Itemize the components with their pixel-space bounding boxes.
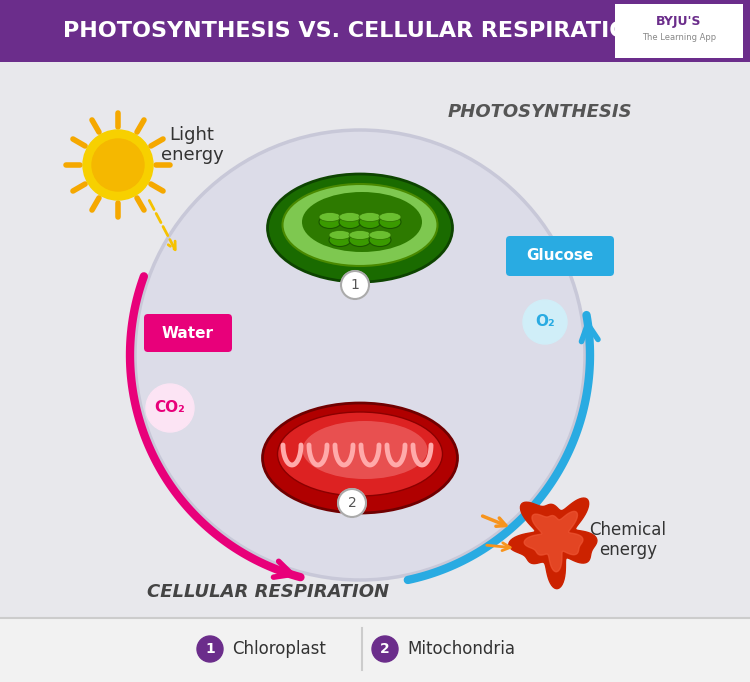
Ellipse shape (329, 233, 351, 246)
Ellipse shape (359, 213, 381, 222)
Circle shape (523, 300, 567, 344)
Text: Glucose: Glucose (526, 248, 594, 263)
Ellipse shape (369, 233, 391, 246)
Ellipse shape (302, 421, 427, 479)
Ellipse shape (379, 216, 401, 228)
Ellipse shape (283, 184, 437, 266)
Ellipse shape (379, 213, 401, 222)
Circle shape (338, 489, 366, 517)
Bar (615, 4, 743, 58)
Bar (0, 618, 750, 682)
Ellipse shape (319, 213, 341, 222)
Text: Water: Water (162, 325, 214, 340)
Bar (0, 0, 750, 62)
Ellipse shape (329, 231, 351, 239)
Text: Mitochondria: Mitochondria (407, 640, 515, 658)
Text: O₂: O₂ (536, 314, 555, 329)
FancyBboxPatch shape (144, 314, 232, 352)
Ellipse shape (359, 216, 381, 228)
Text: PHOTOSYNTHESIS: PHOTOSYNTHESIS (448, 103, 632, 121)
Ellipse shape (278, 412, 442, 496)
Text: 2: 2 (380, 642, 390, 656)
Text: 1: 1 (205, 642, 214, 656)
Ellipse shape (369, 231, 391, 239)
Polygon shape (509, 498, 597, 589)
Circle shape (197, 636, 223, 662)
Ellipse shape (262, 403, 458, 513)
Text: BYJU'S: BYJU'S (656, 16, 702, 29)
Ellipse shape (319, 216, 341, 228)
Circle shape (341, 271, 369, 299)
Circle shape (83, 130, 153, 200)
Circle shape (372, 636, 398, 662)
Text: Chemical
energy: Chemical energy (590, 520, 667, 559)
Ellipse shape (339, 213, 361, 222)
Polygon shape (524, 512, 583, 572)
Text: PHOTOSYNTHESIS VS. CELLULAR RESPIRATION: PHOTOSYNTHESIS VS. CELLULAR RESPIRATION (63, 21, 646, 41)
Text: 1: 1 (350, 278, 359, 292)
Circle shape (135, 130, 585, 580)
Text: 2: 2 (347, 496, 356, 510)
Text: CELLULAR RESPIRATION: CELLULAR RESPIRATION (147, 583, 389, 601)
Ellipse shape (268, 174, 452, 282)
Circle shape (146, 384, 194, 432)
Ellipse shape (339, 216, 361, 228)
Text: The Learning App: The Learning App (642, 33, 716, 42)
Ellipse shape (302, 192, 422, 252)
Text: Light
energy: Light energy (160, 125, 224, 164)
Text: Chloroplast: Chloroplast (232, 640, 326, 658)
Circle shape (92, 139, 144, 191)
Text: CO₂: CO₂ (154, 400, 185, 415)
FancyBboxPatch shape (506, 236, 614, 276)
Ellipse shape (349, 233, 371, 246)
Ellipse shape (349, 231, 371, 239)
